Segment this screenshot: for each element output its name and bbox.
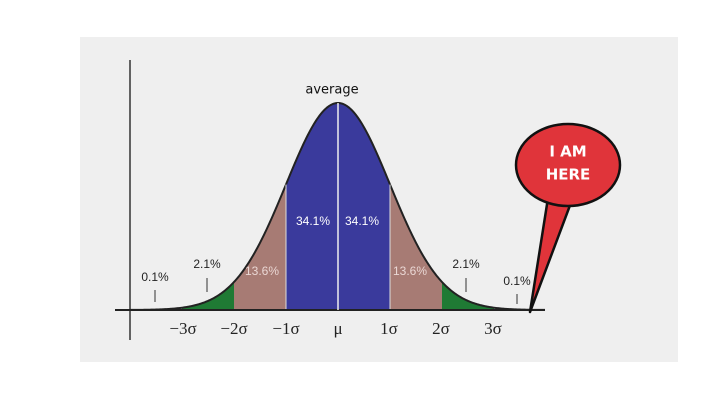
axis-label: −1σ [272, 319, 299, 338]
average-label: average [305, 83, 358, 98]
axis-label: −2σ [220, 319, 247, 338]
region-label: 0.1% [503, 274, 531, 288]
region-labels: 0.1% 2.1% 13.6% 34.1% 34.1% 13.6% 2.1% 0… [141, 214, 531, 304]
curve-region [442, 281, 494, 310]
region-label: 0.1% [141, 270, 169, 284]
callout-text: HERE [546, 166, 591, 184]
axis-label: 3σ [484, 319, 502, 338]
callout-text: I AM [549, 143, 586, 161]
region-label: 13.6% [245, 264, 279, 278]
callout-joint [547, 196, 573, 202]
curve-region [182, 281, 234, 310]
axis-label: −3σ [169, 319, 196, 338]
region-label: 34.1% [296, 214, 330, 228]
callout: I AM HERE [514, 122, 622, 314]
region-label: 2.1% [193, 257, 221, 271]
region-label: 2.1% [452, 257, 480, 271]
axis-label: μ [333, 319, 342, 338]
region-label: 34.1% [345, 214, 379, 228]
region-label: 13.6% [393, 264, 427, 278]
axis-label: 2σ [432, 319, 450, 338]
axis-labels: −3σ −2σ −1σ μ 1σ 2σ 3σ [169, 319, 501, 338]
callout-bubble [514, 122, 622, 208]
curve-outline [115, 101, 546, 311]
axis-label: 1σ [380, 319, 398, 338]
